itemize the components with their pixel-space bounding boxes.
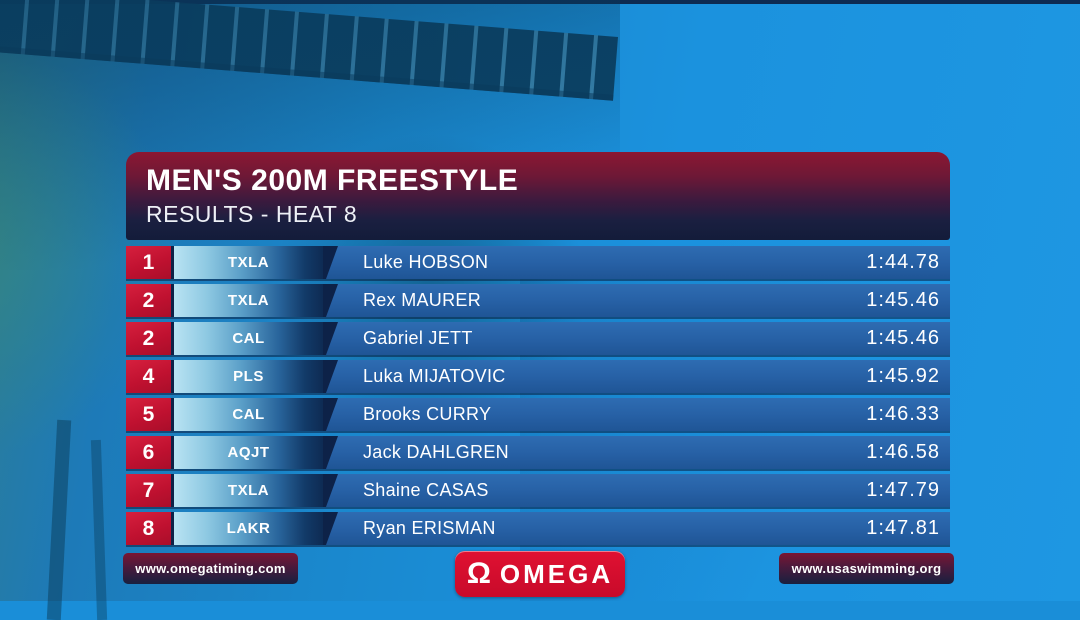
- name-cell: Luka MIJATOVIC 1:45.92: [323, 360, 950, 393]
- swimmer-name: Shaine CASAS: [363, 480, 489, 500]
- team-code: TXLA: [174, 284, 323, 317]
- team-code: CAL: [174, 322, 323, 355]
- event-subtitle: RESULTS - HEAT 8: [146, 201, 358, 227]
- team-code: TXLA: [174, 246, 323, 279]
- swimmer-name: Ryan ERISMAN: [363, 518, 496, 538]
- name-cell: Jack DAHLGREN 1:46.58: [323, 436, 950, 469]
- event-title: MEN'S 200M FREESTYLE: [146, 164, 519, 197]
- team-code: TXLA: [174, 474, 323, 507]
- name-cell: Luke HOBSON 1:44.78: [323, 246, 950, 279]
- team-code: CAL: [174, 398, 323, 431]
- name-cell: Ryan ERISMAN 1:47.81: [323, 512, 950, 545]
- result-row: 2 TXLA Rex MAURER 1:45.46: [126, 284, 950, 317]
- result-row: 4 PLS Luka MIJATOVIC 1:45.92: [126, 360, 950, 393]
- team-code: PLS: [174, 360, 323, 393]
- name-cell: Shaine CASAS 1:47.79: [323, 474, 950, 507]
- result-time: 1:45.92: [866, 365, 940, 387]
- pool-pole: [90, 439, 108, 620]
- name-cell: Rex MAURER 1:45.46: [323, 284, 950, 317]
- team-code: AQJT: [174, 436, 323, 469]
- team-code: LAKR: [174, 512, 323, 545]
- name-cell: Gabriel JETT 1:45.46: [323, 322, 950, 355]
- result-time: 1:45.46: [866, 289, 940, 311]
- usa-swimming-url: www.usaswimming.org: [779, 553, 954, 584]
- results-panel: MEN'S 200M FREESTYLE RESULTS - HEAT 8 1 …: [126, 152, 950, 545]
- rank-badge: 4: [126, 360, 174, 393]
- rank-badge: 7: [126, 474, 174, 507]
- omega-timing-url: www.omegatiming.com: [123, 553, 298, 584]
- swimmer-name: Rex MAURER: [363, 290, 482, 310]
- result-row: 1 TXLA Luke HOBSON 1:44.78: [126, 246, 950, 279]
- swimmer-name: Jack DAHLGREN: [363, 442, 509, 462]
- rank-badge: 5: [126, 398, 174, 431]
- result-time: 1:47.79: [866, 479, 940, 501]
- rank-badge: 1: [126, 246, 174, 279]
- results-table: 1 TXLA Luke HOBSON 1:44.78 2 TXLA Rex MA…: [126, 246, 950, 545]
- event-header: MEN'S 200M FREESTYLE RESULTS - HEAT 8: [126, 152, 950, 240]
- result-time: 1:45.46: [866, 327, 940, 349]
- result-time: 1:46.58: [866, 441, 940, 463]
- result-time: 1:44.78: [866, 251, 940, 273]
- swimmer-name: Luka MIJATOVIC: [363, 366, 506, 386]
- rank-badge: 8: [126, 512, 174, 545]
- result-time: 1:47.81: [866, 517, 940, 539]
- result-time: 1:46.33: [866, 403, 940, 425]
- omega-logo: Ω OMEGA: [455, 551, 625, 597]
- swimmer-name: Luke HOBSON: [363, 252, 489, 272]
- result-row: 7 TXLA Shaine CASAS 1:47.79: [126, 474, 950, 507]
- name-cell: Brooks CURRY 1:46.33: [323, 398, 950, 431]
- result-row: 6 AQJT Jack DAHLGREN 1:46.58: [126, 436, 950, 469]
- rank-badge: 2: [126, 284, 174, 317]
- result-row: 8 LAKR Ryan ERISMAN 1:47.81: [126, 512, 950, 545]
- omega-logo-text: OMEGA: [499, 559, 614, 589]
- result-row: 5 CAL Brooks CURRY 1:46.33: [126, 398, 950, 431]
- rank-badge: 2: [126, 322, 174, 355]
- result-row: 2 CAL Gabriel JETT 1:45.46: [126, 322, 950, 355]
- swimmer-name: Brooks CURRY: [363, 404, 492, 424]
- omega-symbol-icon: Ω: [466, 557, 491, 590]
- rank-badge: 6: [126, 436, 174, 469]
- swimmer-name: Gabriel JETT: [363, 328, 473, 348]
